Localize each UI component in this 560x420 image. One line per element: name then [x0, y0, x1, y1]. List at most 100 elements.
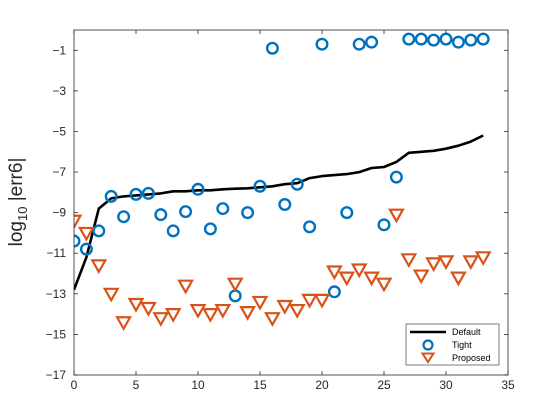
tight-point [191, 182, 205, 196]
tight-point [104, 189, 118, 203]
tight-point [265, 41, 279, 55]
tight-point [464, 33, 478, 47]
proposed-point [90, 259, 108, 275]
y-tick-label: −15 [46, 327, 67, 341]
proposed-point [189, 303, 207, 319]
proposed-point [74, 214, 83, 230]
tight-point [476, 32, 490, 46]
tight-point [290, 177, 304, 191]
y-axis-label: log10 |err6| [6, 158, 30, 247]
proposed-point [400, 253, 418, 269]
tight-point [427, 33, 441, 47]
proposed-point [313, 293, 331, 309]
proposed-point [102, 287, 120, 303]
legend-tight-label: Tight [452, 340, 472, 350]
tight-point [117, 210, 131, 224]
tight-point [92, 224, 106, 238]
proposed-point [202, 308, 219, 323]
legend-proposed-label: Proposed [452, 353, 491, 363]
proposed-point [177, 279, 194, 295]
proposed-point [214, 303, 232, 319]
legend-proposed-swatch [420, 352, 436, 364]
proposed-point [301, 293, 318, 309]
proposed-point [326, 265, 343, 281]
tight-point [414, 32, 428, 46]
x-tick-label: 25 [377, 378, 391, 392]
legend-default-label: Default [452, 327, 481, 337]
tight-point [327, 285, 341, 299]
y-tick-label: −11 [47, 246, 67, 260]
tight-point [439, 32, 453, 46]
tight-point [278, 198, 292, 212]
proposed-point [140, 301, 157, 317]
proposed-point [251, 295, 269, 311]
legend: Default Tight Proposed [405, 323, 500, 366]
y-tick-label: −17 [46, 368, 67, 382]
proposed-point [363, 271, 380, 287]
tight-point [241, 206, 255, 220]
plot-frame [73, 29, 509, 376]
proposed-point [152, 312, 170, 327]
axis-ticks [73, 30, 509, 376]
x-tick-label: 5 [133, 378, 140, 392]
y-axis-label-subscript: 10 [15, 207, 30, 221]
tight-point [74, 234, 81, 248]
tight-point [203, 222, 217, 236]
proposed-point [437, 255, 455, 271]
tight-point [315, 37, 329, 51]
proposed-point [288, 303, 306, 319]
proposed-point [338, 271, 356, 287]
x-tick-label: 30 [439, 378, 453, 392]
y-tick-label: −1 [52, 43, 66, 57]
proposed-point [425, 257, 442, 273]
x-tick-label: 0 [71, 378, 78, 392]
tight-point [253, 179, 267, 193]
x-tick-label: 15 [253, 378, 267, 392]
series-default [74, 134, 484, 291]
y-axis-label-suffix: |err6| [6, 158, 27, 207]
x-tick-label: 20 [315, 378, 329, 392]
y-axis-label-prefix: log [6, 221, 27, 246]
series-tight [74, 32, 490, 303]
proposed-point [226, 277, 244, 293]
tight-point [340, 206, 354, 220]
series-line-default [74, 134, 484, 291]
tight-point [179, 205, 193, 219]
axis-tick-labels: 0 5 10 15 20 25 30 35 −1 −3 −5 −7 −9 −11 −13 −15 −17 [46, 43, 515, 392]
proposed-point [78, 226, 95, 242]
tight-point [377, 218, 391, 232]
y-tick-label: −3 [52, 84, 66, 98]
proposed-point [264, 312, 281, 327]
tight-point [216, 202, 230, 216]
proposed-point [127, 297, 145, 313]
tight-point [79, 242, 93, 256]
tight-point [141, 186, 155, 200]
plot-data-layer [74, 32, 492, 331]
y-tick-label: −7 [52, 165, 66, 179]
legend-tight-swatch [422, 339, 434, 351]
proposed-point [474, 251, 492, 267]
proposed-point [239, 305, 256, 321]
proposed-point [462, 255, 480, 271]
tight-point [402, 32, 416, 46]
tight-point [352, 37, 366, 51]
series-proposed [74, 208, 492, 331]
proposed-point [164, 308, 182, 323]
tight-point [129, 187, 143, 201]
proposed-point [115, 316, 132, 331]
tight-point [166, 224, 180, 238]
y-tick-label: −5 [52, 124, 66, 138]
tight-point [154, 208, 168, 222]
x-tick-label: 35 [501, 378, 515, 392]
proposed-point [450, 271, 467, 287]
proposed-point [412, 269, 430, 285]
tight-point [389, 170, 403, 184]
tight-point [303, 220, 317, 234]
x-tick-label: 10 [191, 378, 205, 392]
proposed-point [388, 208, 405, 224]
proposed-point [350, 263, 368, 279]
tight-point [451, 35, 465, 49]
y-tick-label: −9 [52, 206, 66, 220]
proposed-point [276, 299, 294, 315]
